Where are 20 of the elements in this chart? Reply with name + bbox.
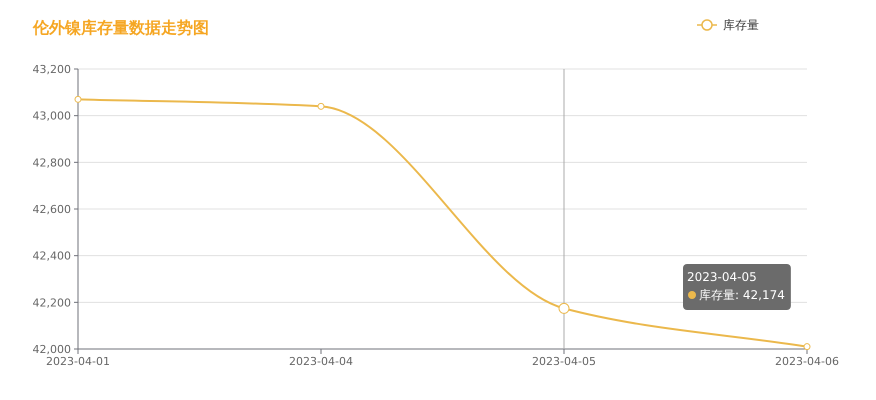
x-tick-label: 2023-04-06 <box>775 355 839 368</box>
x-tick-label: 2023-04-01 <box>46 355 110 368</box>
y-tick-label: 42,800 <box>32 156 71 170</box>
y-tick-label: 42,400 <box>32 250 71 263</box>
x-tick-label: 2023-04-04 <box>289 355 353 368</box>
annotation: 库存量: 42,174 <box>699 288 785 302</box>
legend-label: 库存量 <box>723 18 759 32</box>
y-tick-label: 42,600 <box>32 203 71 216</box>
legend: 库存量 <box>697 18 759 32</box>
x-tick-label: 2023-04-05 <box>532 355 596 368</box>
point <box>74 96 82 103</box>
chart-title: 伦外镍库存量数据走势图 <box>32 18 209 37</box>
tooltip: 2023-04-05 库存量: 42,174 <box>683 264 791 310</box>
point <box>804 343 810 350</box>
point <box>318 102 324 110</box>
y-tick-label: 42,200 <box>32 296 71 310</box>
annotation: 2023-04-05 <box>687 270 757 284</box>
y-tick-label: 42,000 <box>32 343 71 356</box>
y-tick-label: 43,000 <box>32 110 71 123</box>
y-tick-label: 43,200 <box>32 63 71 76</box>
